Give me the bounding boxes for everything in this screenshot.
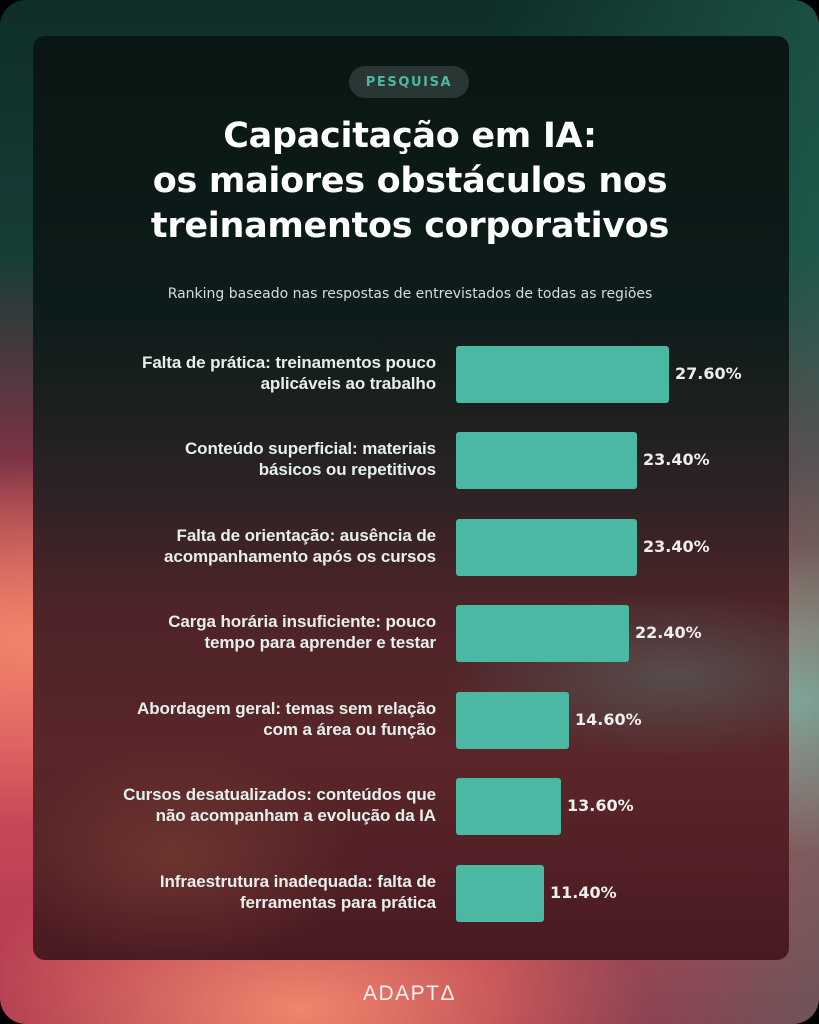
bar-value: 22.40% xyxy=(635,623,702,642)
bar xyxy=(456,865,544,922)
bar-row: Cursos desatualizados: conteúdos que não … xyxy=(0,778,819,835)
bar xyxy=(456,432,637,489)
bar-row: Conteúdo superficial: materiais básicos o… xyxy=(0,432,819,489)
category-badge: PESQUISA xyxy=(349,66,469,98)
chart-title: Capacitação em IA: os maiores obstáculos… xyxy=(60,114,760,249)
bar-row: Abordagem geral: temas sem relação com a … xyxy=(0,692,819,749)
bar-label: Conteúdo superficial: materiais básicos o… xyxy=(184,439,436,479)
bar-value: 23.40% xyxy=(643,537,710,556)
bar-row: Carga horária insuficiente: pouco tempo p… xyxy=(0,605,819,662)
bar-value: 11.40% xyxy=(550,883,617,902)
brand-logo: ADAPTΔ xyxy=(362,982,457,1005)
bar-row: Falta de prática: treinamentos pouco apli… xyxy=(0,346,819,403)
bar xyxy=(456,605,629,662)
bar-label: Abordagem geral: temas sem relação com a … xyxy=(137,699,436,739)
bar-row: Falta de orientação: ausência de acompanh… xyxy=(0,519,819,576)
bar-label: Cursos desatualizados: conteúdos que não … xyxy=(123,785,436,825)
bar-row: Infraestrutura inadequada: falta de ferra… xyxy=(0,865,819,922)
chart-card xyxy=(33,36,789,960)
bar xyxy=(456,519,637,576)
title-line-3: treinamentos corporativos xyxy=(150,206,670,246)
chart-subtitle: Ranking baseado nas respostas de entrevi… xyxy=(167,286,653,302)
bar-value: 23.40% xyxy=(643,450,710,469)
bar-value: 13.60% xyxy=(567,796,634,815)
bar-value: 14.60% xyxy=(575,710,642,729)
title-line-1: Capacitação em IA: xyxy=(223,116,597,156)
bar xyxy=(456,778,561,835)
bar-value: 27.60% xyxy=(675,364,742,383)
title-line-2: os maiores obstáculos nos xyxy=(152,161,668,201)
bar xyxy=(456,346,669,403)
bar-label: Falta de prática: treinamentos pouco apli… xyxy=(142,353,436,393)
bar-label: Infraestrutura inadequada: falta de ferra… xyxy=(159,872,436,912)
bar xyxy=(456,692,569,749)
bar-label: Falta de orientação: ausência de acompanh… xyxy=(163,526,436,566)
bar-label: Carga horária insuficiente: pouco tempo p… xyxy=(168,612,436,652)
